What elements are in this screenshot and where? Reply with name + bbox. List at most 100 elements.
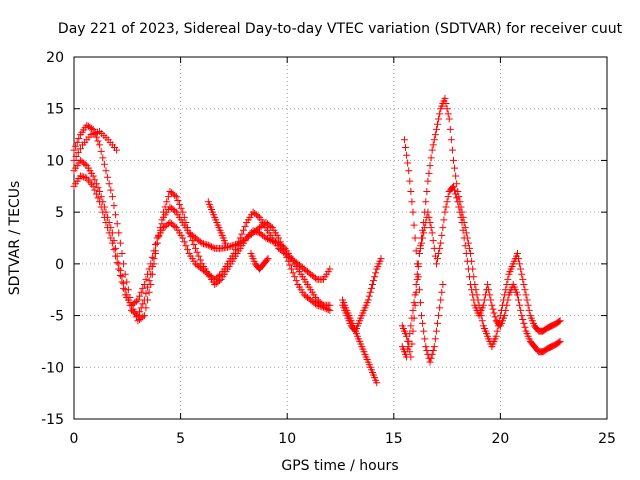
data-point <box>522 291 530 299</box>
data-point <box>520 319 528 327</box>
data-point <box>449 156 457 164</box>
data-point <box>241 222 249 230</box>
data-point <box>513 250 521 258</box>
series-track-e <box>204 198 229 247</box>
data-point <box>471 281 479 289</box>
data-point <box>409 208 417 216</box>
data-point <box>233 242 241 250</box>
data-point <box>521 323 529 331</box>
data-point <box>254 212 262 220</box>
data-point <box>254 228 262 236</box>
data-point <box>247 229 255 237</box>
data-point <box>415 286 423 294</box>
data-point <box>425 169 433 177</box>
data-point <box>489 305 497 313</box>
data-point <box>99 154 107 162</box>
data-point <box>137 288 145 296</box>
data-point <box>452 172 460 180</box>
data-point <box>446 125 454 133</box>
data-point <box>407 322 415 330</box>
data-point <box>428 350 436 358</box>
data-point <box>145 265 153 273</box>
series-track-j <box>398 94 564 361</box>
data-point <box>102 218 110 226</box>
data-point <box>484 281 492 289</box>
data-point <box>400 136 408 144</box>
data-point <box>326 301 334 309</box>
data-point <box>184 246 192 254</box>
data-point <box>373 379 381 387</box>
data-point <box>91 176 99 184</box>
data-point <box>436 110 444 118</box>
data-point <box>464 239 472 247</box>
data-point <box>402 144 410 151</box>
data-point <box>249 227 257 235</box>
data-point <box>438 231 446 239</box>
data-point <box>134 296 142 304</box>
data-point <box>411 301 419 309</box>
data-point <box>163 198 171 206</box>
data-point <box>243 234 251 242</box>
data-point <box>251 227 259 235</box>
data-point <box>267 222 275 230</box>
data-point <box>421 208 429 216</box>
data-point <box>425 213 433 221</box>
data-point <box>435 250 443 258</box>
data-point <box>161 203 169 211</box>
data-point <box>499 301 507 309</box>
data-point <box>414 273 422 281</box>
data-point <box>408 198 416 206</box>
data-point <box>434 120 442 128</box>
data-point <box>377 255 385 263</box>
data-point <box>434 255 442 263</box>
data-point <box>116 271 124 279</box>
data-point <box>427 354 435 362</box>
data-point <box>454 187 462 195</box>
data-point <box>180 238 188 246</box>
data-point <box>423 346 431 354</box>
data-point <box>435 312 443 320</box>
data-point <box>418 312 426 320</box>
data-point <box>110 246 118 254</box>
data-point <box>474 296 482 304</box>
data-point <box>412 281 420 289</box>
data-point <box>265 236 273 244</box>
series-track-d <box>70 127 121 164</box>
data-point <box>92 133 100 141</box>
data-point <box>524 301 532 309</box>
data-point <box>502 286 510 294</box>
data-point <box>469 265 477 273</box>
data-point <box>148 253 156 261</box>
data-point <box>366 288 374 296</box>
data-point <box>286 261 294 269</box>
data-point <box>364 296 372 304</box>
data-point <box>473 291 481 299</box>
data-point <box>91 186 99 194</box>
data-point <box>145 288 153 296</box>
data-point <box>437 239 445 247</box>
data-point <box>472 286 480 294</box>
y-tick-label: 15 <box>46 102 64 118</box>
data-point <box>97 203 105 211</box>
data-point <box>112 244 120 252</box>
data-point <box>518 312 526 320</box>
data-point <box>438 288 446 296</box>
data-point <box>318 300 326 308</box>
data-point <box>515 255 523 263</box>
data-point <box>99 208 107 216</box>
data-point <box>311 274 319 282</box>
data-point <box>513 291 521 299</box>
data-point <box>147 260 155 268</box>
y-tick-label: 0 <box>55 257 64 273</box>
data-point <box>437 296 445 304</box>
data-point <box>144 270 152 278</box>
data-point <box>370 277 378 285</box>
data-point <box>411 234 419 242</box>
data-point <box>74 149 82 157</box>
data-point <box>429 237 437 245</box>
data-point <box>230 241 238 249</box>
chart-title: Day 221 of 2023, Sidereal Day-to-day VTE… <box>58 21 623 37</box>
data-point <box>160 208 168 216</box>
data-point <box>171 207 179 215</box>
data-point <box>496 312 504 320</box>
